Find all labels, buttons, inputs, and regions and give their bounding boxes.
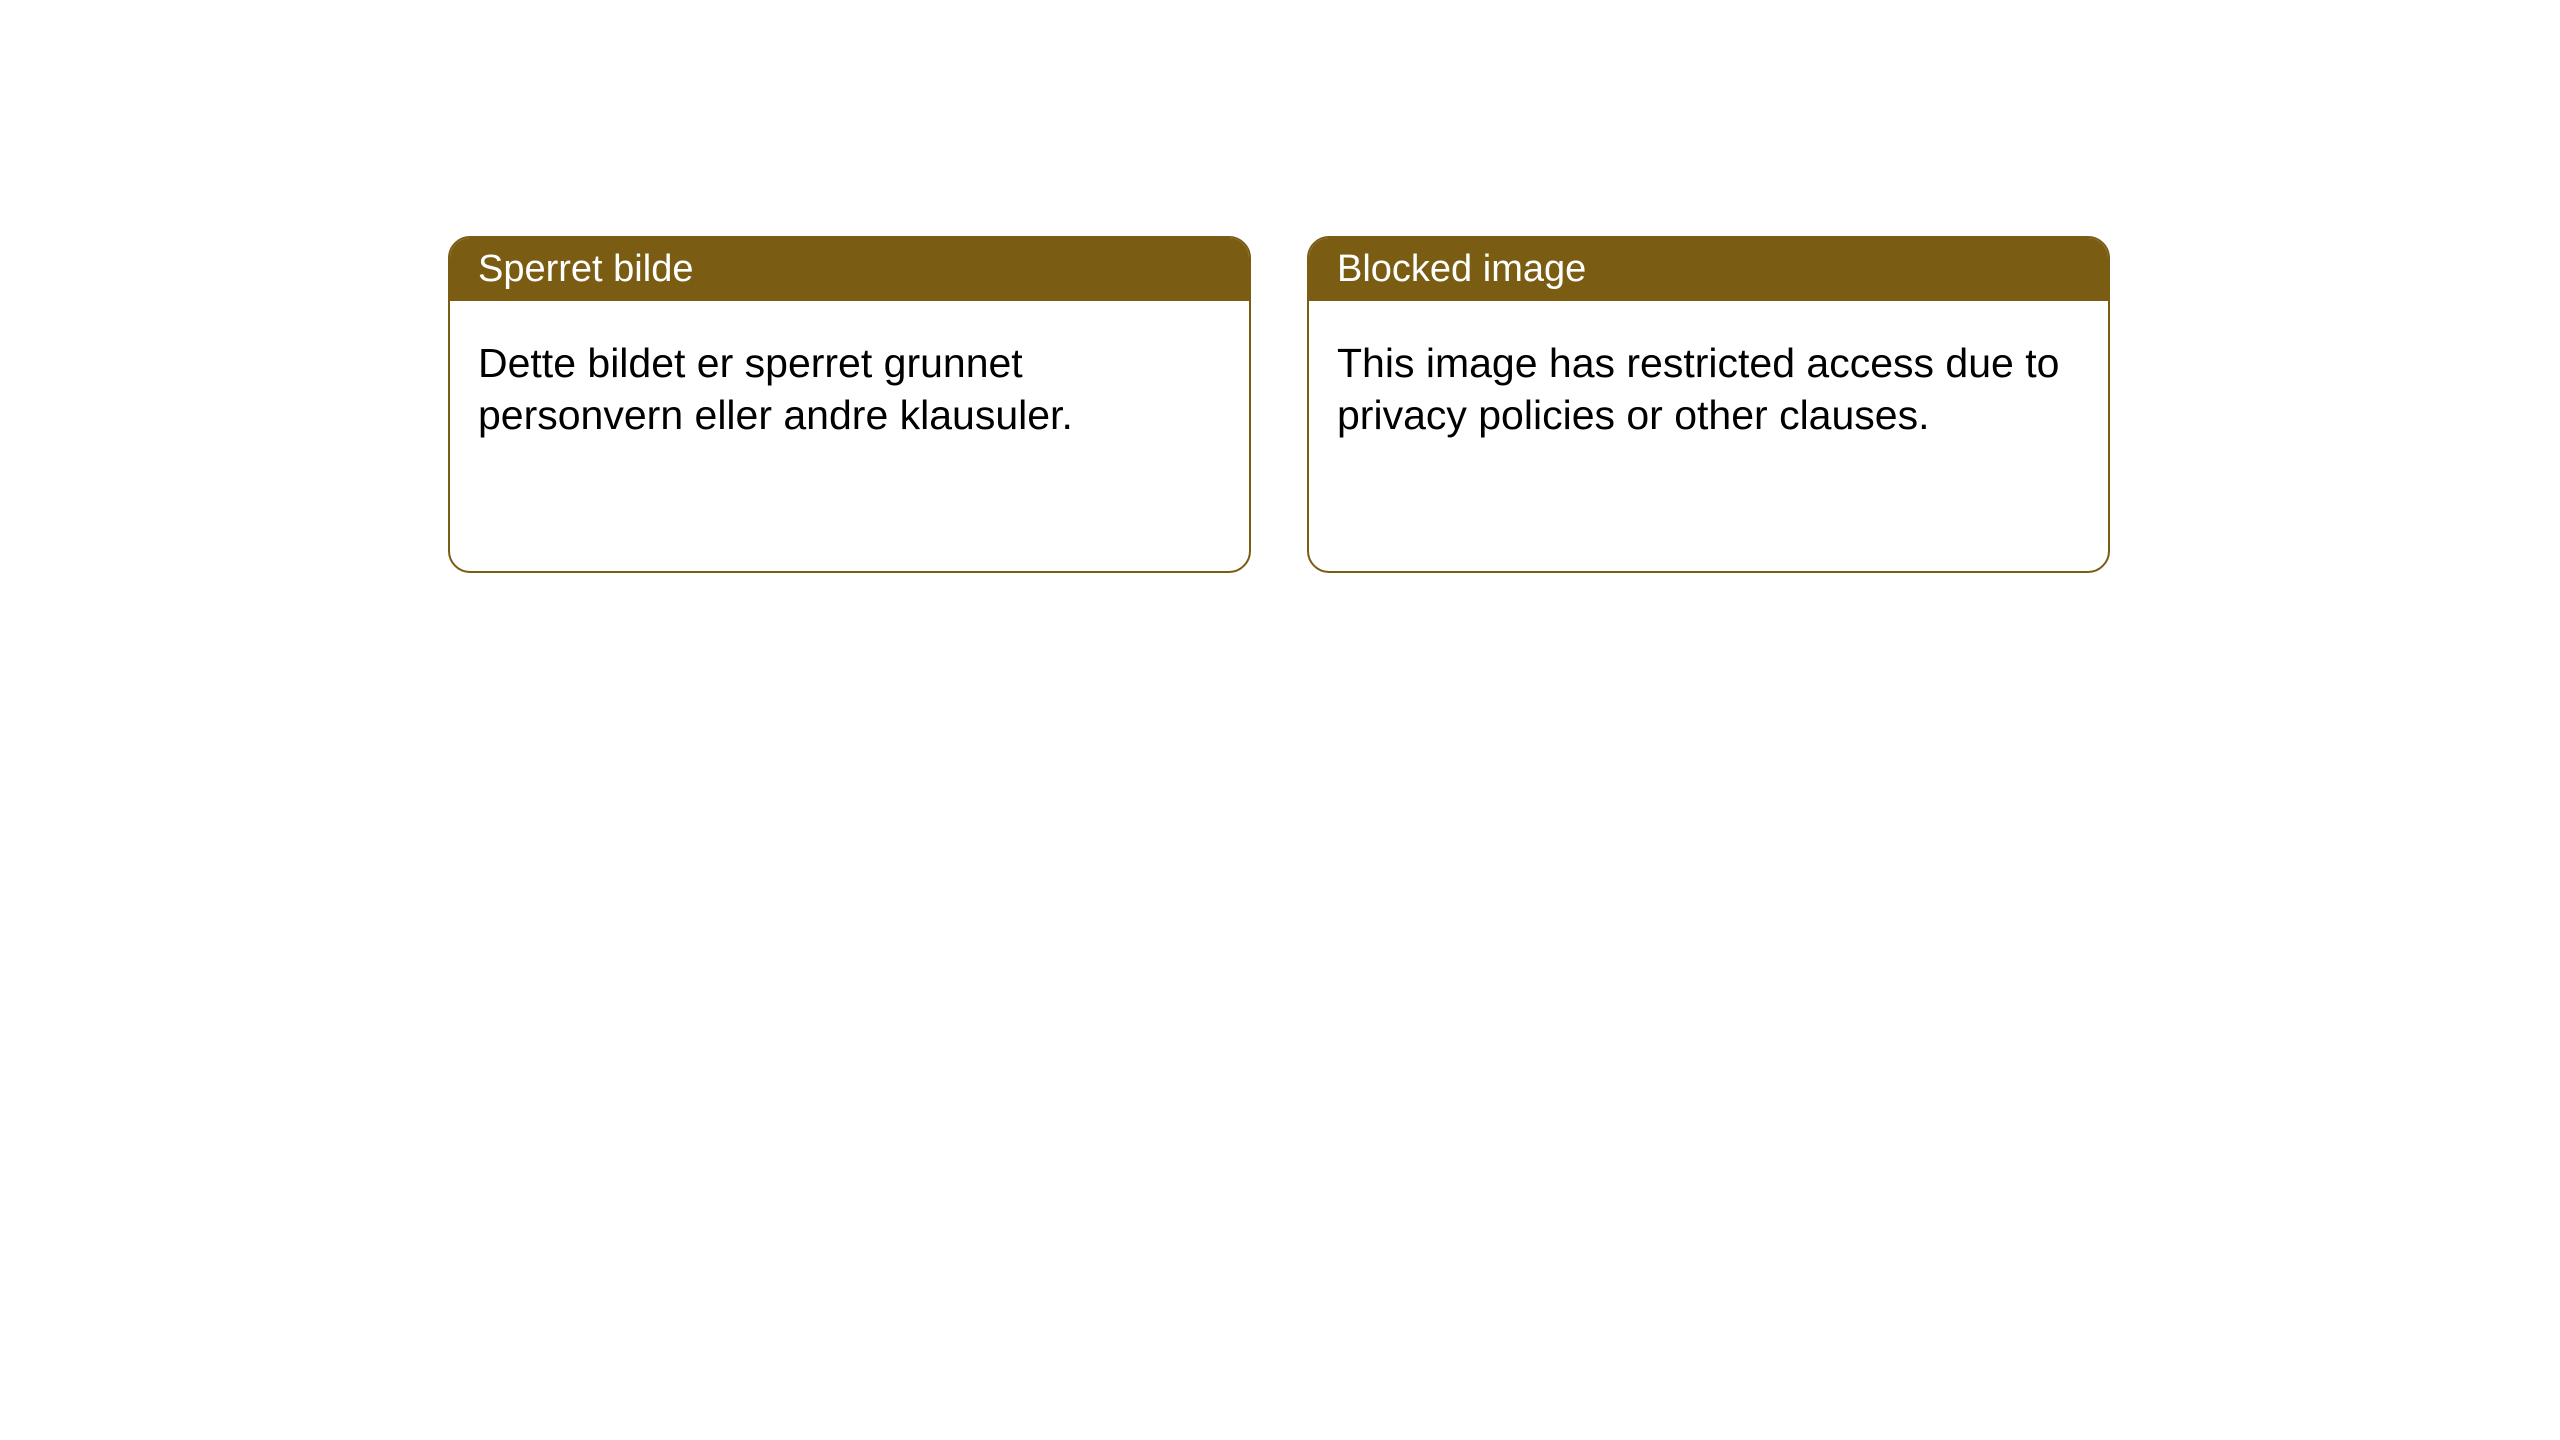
notice-body-text: This image has restricted access due to …: [1337, 340, 2059, 438]
notice-card-body: Dette bildet er sperret grunnet personve…: [450, 301, 1249, 478]
notice-card-header: Sperret bilde: [450, 238, 1249, 301]
notice-card-body: This image has restricted access due to …: [1309, 301, 2108, 478]
notice-title: Blocked image: [1337, 248, 1586, 290]
notice-card-right: Blocked image This image has restricted …: [1307, 236, 2110, 573]
notice-card-left: Sperret bilde Dette bildet er sperret gr…: [448, 236, 1251, 573]
notice-body-text: Dette bildet er sperret grunnet personve…: [478, 340, 1073, 438]
notice-container: Sperret bilde Dette bildet er sperret gr…: [448, 236, 2110, 573]
notice-card-header: Blocked image: [1309, 238, 2108, 301]
notice-title: Sperret bilde: [478, 248, 693, 290]
